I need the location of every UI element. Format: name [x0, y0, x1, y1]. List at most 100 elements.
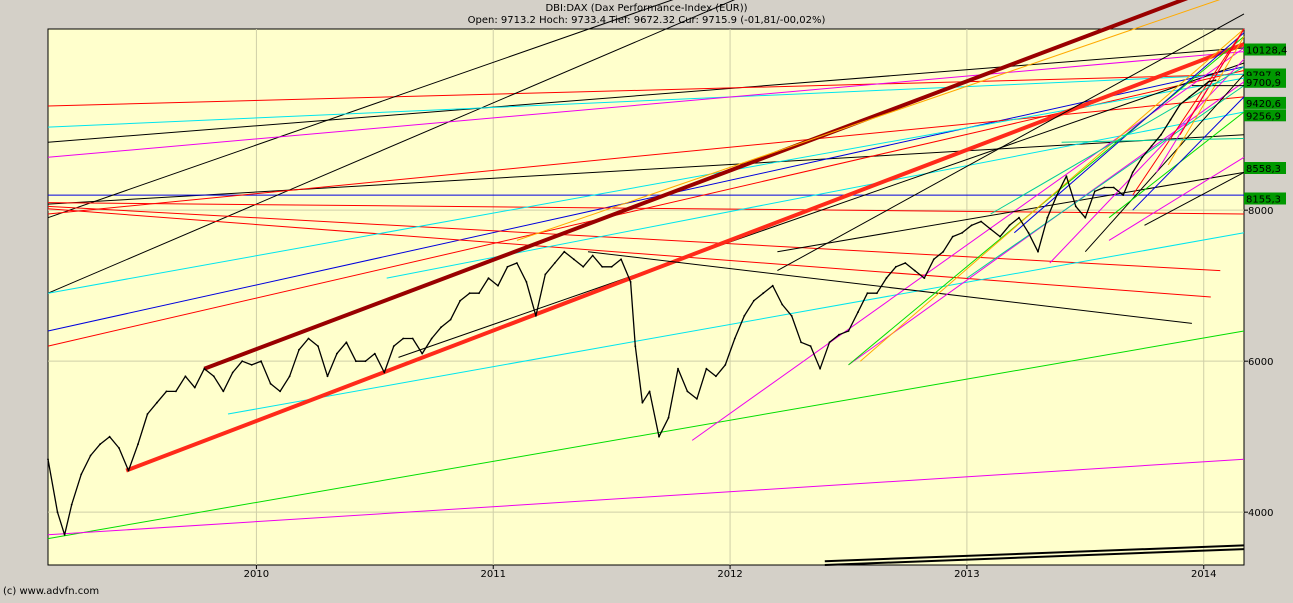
x-tick-label: 2014	[1191, 569, 1216, 580]
price-point	[563, 250, 566, 253]
trend-line	[47, 134, 1245, 205]
price-point	[932, 258, 935, 261]
trend-line	[47, 77, 1245, 294]
trend-line	[516, 0, 1221, 241]
price-point	[392, 345, 395, 347]
price-point	[629, 281, 632, 283]
price-point	[99, 443, 101, 446]
price-point	[1103, 186, 1106, 189]
price-point	[951, 235, 954, 238]
price-point	[989, 228, 992, 231]
x-tick-label: 2012	[717, 569, 742, 580]
price-point	[1112, 186, 1115, 189]
price-point	[762, 292, 765, 295]
price-point	[411, 337, 414, 340]
price-point	[961, 231, 964, 234]
price-point	[383, 371, 386, 374]
price-point	[364, 360, 367, 363]
trend-line	[966, 85, 1245, 279]
price-point	[544, 273, 547, 276]
price-point	[610, 265, 613, 268]
trend-line	[587, 251, 1192, 324]
price-point	[904, 262, 907, 264]
price-point	[857, 311, 859, 313]
trend-line	[47, 73, 1245, 128]
price-point	[269, 382, 272, 385]
price-point	[421, 352, 424, 355]
trend-line	[1108, 156, 1245, 241]
price-point	[634, 345, 637, 347]
trend-line	[824, 544, 1245, 563]
price-point	[866, 292, 869, 295]
price-layer	[47, 79, 1217, 536]
price-point	[781, 303, 784, 306]
price-point	[127, 469, 130, 472]
price-point	[1198, 88, 1200, 91]
trend-line	[47, 0, 736, 294]
price-point	[317, 345, 319, 347]
price-point	[591, 254, 594, 257]
level-box	[1244, 96, 1286, 109]
price-point	[355, 360, 357, 363]
trend-line	[1132, 28, 1245, 196]
price-point	[137, 443, 139, 446]
trend-line	[47, 202, 1245, 215]
price-point	[326, 375, 329, 378]
grid	[48, 29, 1244, 565]
price-point	[70, 503, 73, 506]
price-point	[582, 265, 585, 268]
trend-line	[1108, 111, 1245, 219]
price-point	[999, 235, 1001, 238]
x-tick-label: 2011	[481, 569, 506, 580]
trend-line	[1061, 138, 1245, 143]
trend-line	[1144, 171, 1245, 226]
price-point	[63, 533, 66, 536]
trend-line	[47, 0, 674, 219]
price-point	[118, 447, 120, 449]
price-point	[535, 315, 537, 317]
price-point	[1074, 205, 1077, 208]
trend-line	[47, 66, 1245, 332]
price-point	[847, 330, 850, 332]
trend-line	[990, 66, 1245, 215]
price-point	[212, 375, 215, 378]
trend-line	[777, 171, 1245, 253]
price-point	[1027, 231, 1030, 234]
price-point	[231, 371, 234, 374]
price-point	[1037, 250, 1039, 253]
level-label: 8155,3	[1246, 195, 1281, 206]
price-point	[752, 299, 755, 302]
price-point	[648, 390, 651, 393]
level-box	[1244, 162, 1286, 174]
trend-line	[1179, 28, 1245, 135]
price-point	[241, 360, 244, 363]
price-point	[677, 367, 679, 370]
x-tick-label: 2013	[954, 569, 979, 580]
trend-line	[1167, 36, 1245, 166]
price-point	[47, 458, 49, 461]
price-point	[56, 511, 59, 514]
price-point	[288, 375, 291, 378]
trend-line	[1049, 58, 1245, 264]
price-point	[800, 341, 802, 344]
price-point	[373, 352, 376, 355]
trend-line	[1132, 96, 1245, 211]
axis-ticks: 2010 2011 2012 2013 2014 4000 6000 8000	[244, 206, 1274, 580]
price-point	[449, 318, 452, 321]
trend-line	[125, 42, 1245, 473]
price-point	[715, 375, 717, 378]
price-point	[601, 265, 604, 268]
level-label: 9700,9	[1246, 78, 1281, 89]
x-tick-label: 2010	[244, 569, 269, 580]
trend-line	[47, 458, 1245, 536]
quote-line: Open: 9713.2 Hoch: 9733.4 Tief: 9672.32 …	[467, 15, 826, 26]
price-point	[1008, 224, 1011, 227]
level-box	[1244, 75, 1286, 88]
plot-background	[47, 28, 1245, 566]
trend-line	[824, 548, 1245, 566]
level-label: 10128,4	[1246, 46, 1287, 57]
trend-line	[398, 62, 1245, 358]
price-point	[506, 265, 509, 268]
price-point	[193, 386, 196, 389]
price-point	[771, 284, 774, 287]
